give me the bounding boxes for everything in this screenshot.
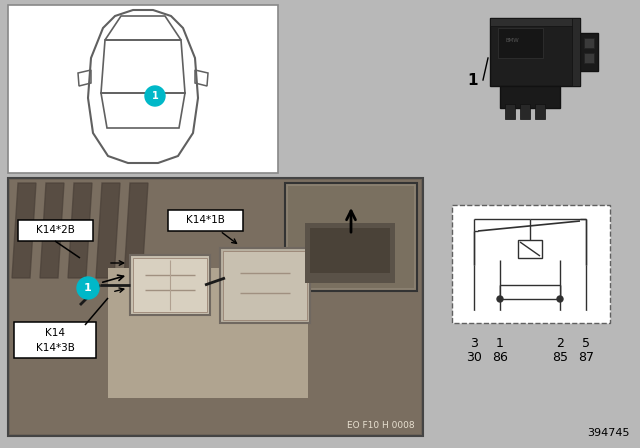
Text: 86: 86	[492, 351, 508, 364]
Text: 394745: 394745	[588, 428, 630, 438]
Text: 1: 1	[468, 73, 478, 87]
Bar	[584, 38, 594, 48]
Bar	[220, 248, 310, 323]
Bar	[505, 104, 515, 119]
Bar	[520, 104, 530, 119]
Bar	[285, 183, 417, 291]
Bar	[498, 28, 543, 58]
Bar	[14, 322, 96, 358]
Text: K14*1B: K14*1B	[186, 215, 225, 225]
Bar	[8, 178, 423, 436]
Bar	[438, 178, 633, 436]
Text: 2: 2	[556, 337, 564, 350]
Polygon shape	[40, 183, 64, 278]
Text: 5: 5	[582, 337, 590, 350]
Bar	[130, 255, 210, 315]
Bar	[584, 53, 594, 63]
Polygon shape	[12, 183, 36, 278]
Circle shape	[557, 296, 563, 302]
Text: K14*2B: K14*2B	[36, 225, 74, 235]
Bar	[518, 240, 542, 258]
Bar	[452, 205, 610, 323]
Bar	[310, 228, 390, 273]
Bar	[500, 285, 560, 299]
Text: 1: 1	[84, 283, 92, 293]
Text: 85: 85	[552, 351, 568, 364]
Circle shape	[557, 311, 563, 319]
Bar	[305, 223, 395, 283]
Bar	[10, 180, 421, 434]
Bar	[580, 33, 598, 71]
Bar	[108, 268, 308, 398]
Polygon shape	[68, 183, 92, 278]
Text: 3: 3	[470, 337, 478, 350]
Circle shape	[582, 311, 589, 319]
Text: K14: K14	[45, 328, 65, 338]
Bar	[490, 18, 580, 26]
Circle shape	[497, 311, 504, 319]
Circle shape	[470, 311, 477, 319]
Text: 30: 30	[466, 351, 482, 364]
Polygon shape	[124, 183, 148, 278]
Bar	[288, 186, 414, 288]
Circle shape	[497, 296, 503, 302]
Bar	[438, 5, 628, 160]
Text: EO F10 H 0008: EO F10 H 0008	[348, 421, 415, 430]
Bar	[108, 268, 308, 398]
Bar	[490, 18, 580, 86]
Circle shape	[145, 86, 165, 106]
Bar	[572, 18, 580, 86]
Text: K14*3B: K14*3B	[36, 343, 74, 353]
Polygon shape	[96, 183, 120, 278]
Bar	[8, 5, 278, 173]
Text: BMW: BMW	[505, 38, 519, 43]
Circle shape	[77, 277, 99, 299]
Text: 87: 87	[578, 351, 594, 364]
Bar	[133, 258, 207, 312]
Bar	[18, 220, 93, 241]
Bar	[535, 104, 545, 119]
Bar	[500, 86, 560, 108]
Bar	[168, 210, 243, 231]
Bar	[223, 251, 307, 320]
Text: 1: 1	[496, 337, 504, 350]
Text: 1: 1	[152, 91, 158, 101]
